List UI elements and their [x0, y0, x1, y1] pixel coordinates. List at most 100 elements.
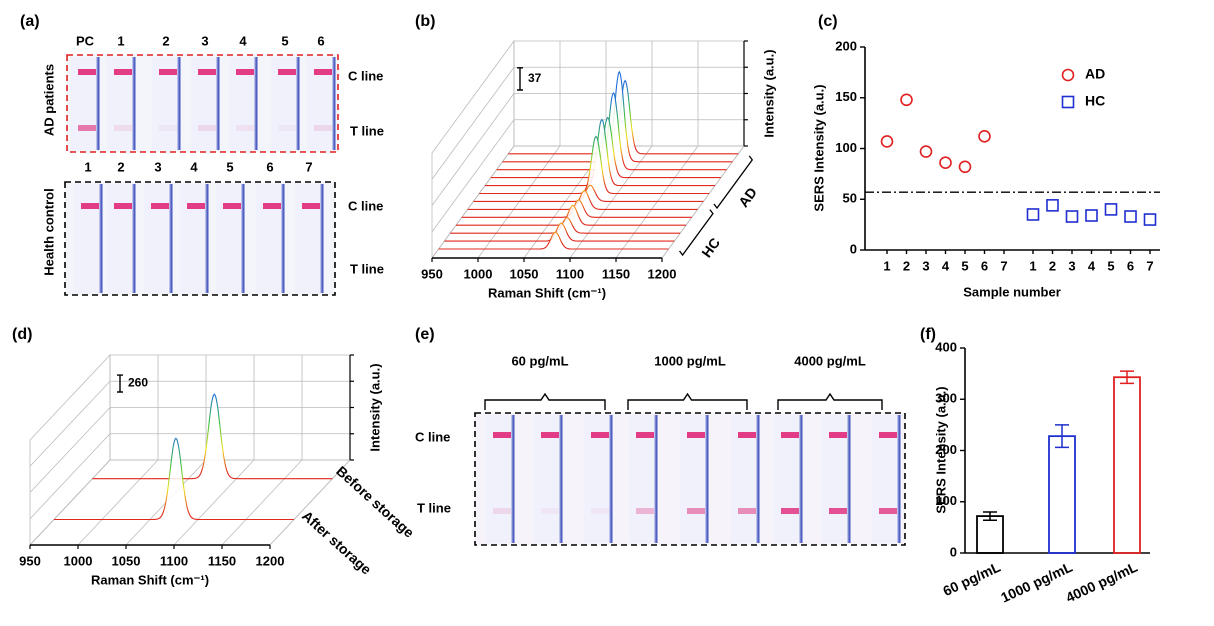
- x-tick-label: 5: [961, 258, 968, 273]
- wall-grid: [29, 433, 111, 520]
- grid-line: [269, 459, 351, 546]
- panel-label: (e): [415, 326, 435, 343]
- strip: [216, 184, 242, 293]
- bracket: [713, 155, 754, 210]
- scale-bar: [117, 374, 123, 393]
- t-band: [198, 125, 216, 131]
- spectrum-fill: [479, 136, 710, 194]
- spectrum: [54, 437, 294, 521]
- t-band: [781, 508, 799, 514]
- x-tick-label: 60 pg/mL: [940, 558, 1003, 599]
- panel-label: (b): [415, 13, 435, 30]
- wall-grid: [431, 119, 515, 232]
- line-label: T line: [417, 500, 451, 515]
- c-band: [151, 203, 169, 209]
- y-tick-label: 50: [843, 191, 857, 206]
- group-label: 1000 pg/mL: [654, 353, 726, 368]
- point: [978, 130, 991, 143]
- x-tick-label: 1100: [556, 266, 584, 281]
- c-band: [879, 432, 897, 438]
- c-band: [541, 432, 559, 438]
- group-label: HC: [698, 235, 723, 261]
- strip-edge: [99, 184, 103, 293]
- group-label: 60 pg/mL: [511, 353, 568, 368]
- strip: [180, 184, 206, 293]
- strip: [74, 184, 100, 293]
- spectrum: [479, 135, 710, 195]
- x-tick-label: 4: [942, 258, 950, 273]
- grid-line: [477, 145, 561, 259]
- y-axis-label: SERS Intensity (a.u.): [811, 84, 826, 211]
- point: [1046, 199, 1059, 212]
- wall-grid: [29, 380, 111, 467]
- scale-bar-label: 37: [528, 71, 542, 85]
- x-tick-label: 4000 pg/mL: [1063, 558, 1140, 605]
- x-tick-label: 5: [1107, 258, 1114, 273]
- wall-grid: [431, 93, 515, 206]
- x-tick-label: 1200: [256, 553, 285, 568]
- t-band: [236, 125, 254, 131]
- error-bar: [1120, 370, 1134, 385]
- legend-marker: [1061, 68, 1075, 82]
- strip-label: 5: [281, 33, 288, 48]
- scale-bar: [517, 67, 523, 91]
- strip: [256, 184, 282, 293]
- c-band: [81, 203, 99, 209]
- spectrum-fill: [92, 394, 333, 479]
- strip-label: PC: [76, 33, 95, 48]
- panel-label: (d): [12, 326, 32, 343]
- c-band: [159, 69, 177, 75]
- line-label: T line: [350, 123, 384, 138]
- line-label: C line: [348, 198, 383, 213]
- c-band: [187, 203, 205, 209]
- x-tick-label: 1150: [602, 266, 630, 281]
- strip-label: 6: [317, 33, 324, 48]
- brace: [627, 392, 748, 410]
- c-band: [591, 432, 609, 438]
- t-band: [114, 125, 132, 131]
- c-band: [636, 432, 654, 438]
- strip-edge: [254, 57, 258, 150]
- spectrum-fill: [496, 92, 727, 170]
- t-band: [636, 508, 654, 514]
- x-tick-label: 6: [981, 258, 988, 273]
- strip-edge: [511, 415, 515, 543]
- strip-edge: [296, 57, 300, 150]
- legend-label: AD: [1085, 66, 1105, 82]
- z-axis-label: Intensity (a.u.): [761, 49, 776, 137]
- t-band: [541, 508, 559, 514]
- x-tick-label: 2: [903, 258, 910, 273]
- strip-label: 4: [239, 33, 247, 48]
- t-band: [879, 508, 897, 514]
- z-axis-label: Intensity (a.u.): [367, 363, 382, 451]
- spectrum: [473, 184, 704, 202]
- wall-grid: [29, 407, 111, 493]
- panel-label: (a): [20, 13, 40, 30]
- t-band: [738, 508, 756, 514]
- strip-label: 7: [305, 159, 312, 174]
- point: [1124, 210, 1137, 223]
- x-tick-label: 1200: [648, 266, 677, 281]
- spectrum: [456, 204, 686, 226]
- spectrum: [508, 79, 739, 155]
- y-tick-label: 0: [950, 544, 957, 559]
- spectrum: [496, 91, 727, 171]
- strip-edge: [169, 184, 173, 293]
- strip-edge: [654, 415, 658, 543]
- grid-line: [615, 145, 699, 259]
- c-band: [493, 432, 511, 438]
- spectrum-fill: [467, 190, 698, 210]
- x-tick-label: 1000 pg/mL: [998, 558, 1075, 605]
- spectrum: [485, 118, 715, 187]
- floor: [29, 459, 351, 546]
- t-band: [278, 125, 296, 131]
- strip-label: 3: [154, 159, 161, 174]
- c-band: [687, 432, 705, 438]
- strip: [295, 184, 321, 293]
- line-label: T line: [350, 261, 384, 276]
- group-label: Health control: [41, 188, 56, 275]
- legend-label: HC: [1085, 93, 1105, 109]
- x-tick-label: 1: [1029, 258, 1036, 273]
- x-tick-label: 3: [1068, 258, 1075, 273]
- c-band: [278, 69, 296, 75]
